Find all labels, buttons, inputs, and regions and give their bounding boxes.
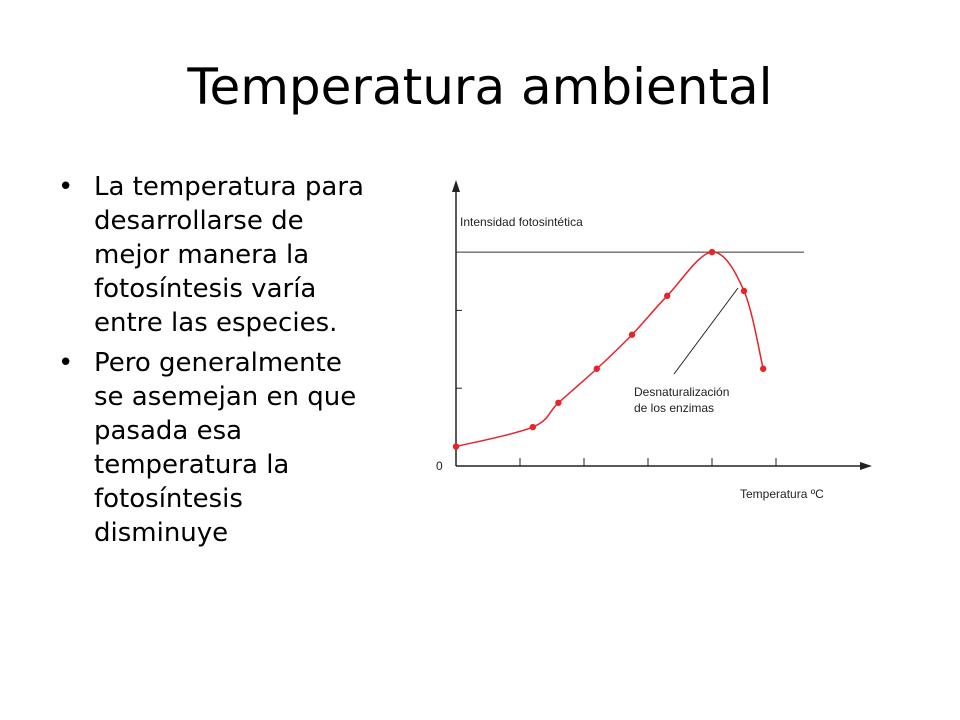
chart-ticks	[456, 309, 777, 466]
photosynthesis-chart: Intensidad fotosintética Temperatura ºC …	[420, 170, 890, 520]
origin-label: 0	[436, 459, 443, 473]
data-point	[529, 423, 536, 431]
slide-title: Temperatura ambiental	[187, 58, 773, 116]
data-points	[452, 248, 767, 450]
x-axis-arrow	[860, 462, 872, 470]
bullet-list: • La temperatura para desarrollarse de m…	[58, 170, 378, 556]
bullet-dot: •	[58, 172, 74, 202]
data-point	[452, 443, 460, 450]
bullet-text: La temperatura para desarrollarse de mej…	[94, 172, 364, 338]
y-axis-arrow	[452, 180, 460, 192]
data-point	[664, 292, 671, 300]
chart-axes	[452, 180, 872, 470]
annotation-leader-line	[673, 287, 739, 375]
data-point	[593, 365, 600, 372]
bullet-item: • La temperatura para desarrollarse de m…	[58, 170, 378, 340]
bullet-dot: •	[58, 348, 74, 378]
annotation-line-1: Desnaturalización	[634, 385, 729, 399]
bullet-text: Pero generalmente se asemejan en que pas…	[94, 348, 357, 548]
y-axis-label: Intensidad fotosintética	[460, 215, 583, 229]
annotation-line-2: de los enzimas	[634, 401, 714, 415]
data-point	[760, 365, 767, 372]
series-line	[455, 251, 764, 448]
data-point	[555, 399, 562, 406]
chart-svg: Intensidad fotosintética Temperatura ºC …	[436, 180, 872, 501]
data-point	[740, 287, 748, 295]
data-point	[708, 248, 716, 256]
x-axis-label: Temperatura ºC	[740, 487, 824, 501]
bullet-item: • Pero generalmente se asemejan en que p…	[58, 346, 378, 550]
data-point	[628, 331, 636, 338]
